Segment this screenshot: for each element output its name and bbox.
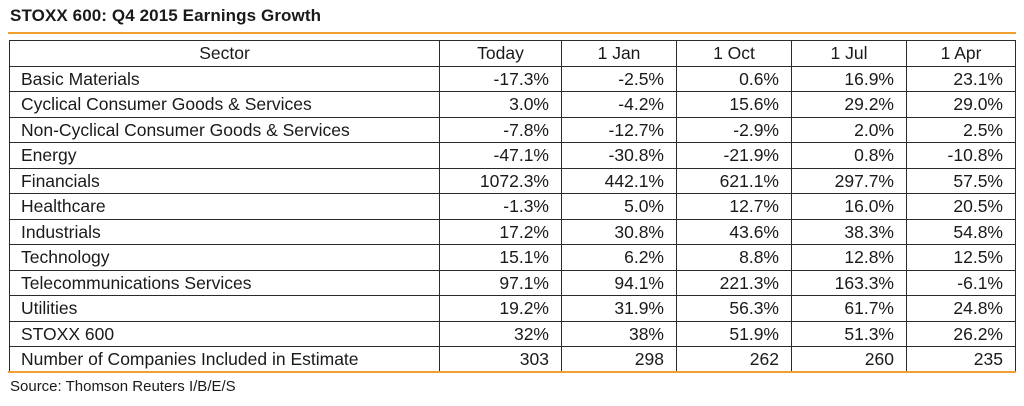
value-cell: 29.0%	[906, 91, 1016, 118]
value-cell: 32%	[439, 320, 562, 347]
column-header-today: Today	[439, 40, 562, 67]
sector-cell: Healthcare	[9, 193, 440, 220]
value-cell: -30.8%	[561, 142, 677, 169]
sector-cell: Number of Companies Included in Estimate	[9, 346, 440, 373]
value-cell: 43.6%	[676, 218, 792, 245]
sector-cell: Financials	[9, 167, 440, 194]
value-cell: 94.1%	[561, 269, 677, 296]
value-cell: 19.2%	[439, 295, 562, 322]
value-cell: 621.1%	[676, 167, 792, 194]
value-cell: 20.5%	[906, 193, 1016, 220]
value-cell: -2.5%	[561, 65, 677, 92]
value-cell: -47.1%	[439, 142, 562, 169]
value-cell: 26.2%	[906, 320, 1016, 347]
value-cell: -1.3%	[439, 193, 562, 220]
table-row: Industrials 17.2% 30.8% 43.6% 38.3% 54.8%	[9, 218, 1016, 245]
value-cell: 260	[791, 346, 907, 373]
value-cell: 51.9%	[676, 320, 792, 347]
column-header-sector: Sector	[9, 40, 440, 67]
column-header-1-jan: 1 Jan	[561, 40, 677, 67]
value-cell: 2.0%	[791, 116, 907, 143]
value-cell: 442.1%	[561, 167, 677, 194]
value-cell: -2.9%	[676, 116, 792, 143]
value-cell: -17.3%	[439, 65, 562, 92]
value-cell: -6.1%	[906, 269, 1016, 296]
table-row: Technology 15.1% 6.2% 8.8% 12.8% 12.5%	[9, 244, 1016, 271]
value-cell: 16.9%	[791, 65, 907, 92]
value-cell: 57.5%	[906, 167, 1016, 194]
sector-cell: Cyclical Consumer Goods & Services	[9, 91, 440, 118]
value-cell: -4.2%	[561, 91, 677, 118]
sector-cell: Industrials	[9, 218, 440, 245]
table-title: STOXX 600: Q4 2015 Earnings Growth	[10, 6, 322, 25]
value-cell: 12.8%	[791, 244, 907, 271]
sector-cell: STOXX 600	[9, 320, 440, 347]
value-cell: 12.5%	[906, 244, 1016, 271]
sector-cell: Non-Cyclical Consumer Goods & Services	[9, 116, 440, 143]
value-cell: 262	[676, 346, 792, 373]
earnings-growth-table: Sector Today 1 Jan 1 Oct 1 Jul 1 Apr Basic Ma…	[9, 40, 1016, 373]
value-cell: 3.0%	[439, 91, 562, 118]
bottom-accent-rule	[8, 371, 1016, 373]
sector-cell: Utilities	[9, 295, 440, 322]
value-cell: 2.5%	[906, 116, 1016, 143]
column-header-1-apr: 1 Apr	[906, 40, 1016, 67]
value-cell: 56.3%	[676, 295, 792, 322]
header-row: Sector Today 1 Jan 1 Oct 1 Jul 1 Apr	[9, 40, 1016, 67]
value-cell: 30.8%	[561, 218, 677, 245]
value-cell: 221.3%	[676, 269, 792, 296]
value-cell: 17.2%	[439, 218, 562, 245]
value-cell: 31.9%	[561, 295, 677, 322]
value-cell: 0.6%	[676, 65, 792, 92]
table-row: Basic Materials -17.3% -2.5% 0.6% 16.9% 23.1%	[9, 65, 1016, 92]
value-cell: 8.8%	[676, 244, 792, 271]
value-cell: 5.0%	[561, 193, 677, 220]
sector-cell: Basic Materials	[9, 65, 440, 92]
value-cell: 15.1%	[439, 244, 562, 271]
value-cell: 24.8%	[906, 295, 1016, 322]
column-header-1-oct: 1 Oct	[676, 40, 792, 67]
value-cell: 54.8%	[906, 218, 1016, 245]
value-cell: -10.8%	[906, 142, 1016, 169]
table-row: Financials 1072.3% 442.1% 621.1% 297.7% 57.5%	[9, 167, 1016, 194]
value-cell: -21.9%	[676, 142, 792, 169]
table-row: Number of Companies Included in Estimate…	[9, 346, 1016, 373]
table-row: Utilities 19.2% 31.9% 56.3% 61.7% 24.8%	[9, 295, 1016, 322]
value-cell: 15.6%	[676, 91, 792, 118]
sector-cell: Telecommunications Services	[9, 269, 440, 296]
source-note: Source: Thomson Reuters I/B/E/S	[10, 378, 236, 395]
value-cell: 163.3%	[791, 269, 907, 296]
value-cell: 97.1%	[439, 269, 562, 296]
value-cell: 298	[561, 346, 677, 373]
value-cell: 235	[906, 346, 1016, 373]
value-cell: 6.2%	[561, 244, 677, 271]
value-cell: 38%	[561, 320, 677, 347]
table-row: STOXX 600 32% 38% 51.9% 51.3% 26.2%	[9, 320, 1016, 347]
value-cell: 303	[439, 346, 562, 373]
column-header-1-jul: 1 Jul	[791, 40, 907, 67]
value-cell: 38.3%	[791, 218, 907, 245]
table-row: Cyclical Consumer Goods & Services 3.0% -4…	[9, 91, 1016, 118]
value-cell: 0.8%	[791, 142, 907, 169]
value-cell: 16.0%	[791, 193, 907, 220]
value-cell: 23.1%	[906, 65, 1016, 92]
sector-cell: Technology	[9, 244, 440, 271]
value-cell: 1072.3%	[439, 167, 562, 194]
value-cell: -12.7%	[561, 116, 677, 143]
value-cell: -7.8%	[439, 116, 562, 143]
value-cell: 297.7%	[791, 167, 907, 194]
sector-cell: Energy	[9, 142, 440, 169]
table-row: Energy -47.1% -30.8% -21.9% 0.8% -10.8%	[9, 142, 1016, 169]
top-accent-rule	[8, 32, 1016, 34]
value-cell: 29.2%	[791, 91, 907, 118]
table-row: Healthcare -1.3% 5.0% 12.7% 16.0% 20.5%	[9, 193, 1016, 220]
value-cell: 61.7%	[791, 295, 907, 322]
table-row: Non-Cyclical Consumer Goods & Services -7…	[9, 116, 1016, 143]
table-body: Basic Materials -17.3% -2.5% 0.6% 16.9% 23.1%…	[9, 65, 1016, 373]
value-cell: 12.7%	[676, 193, 792, 220]
value-cell: 51.3%	[791, 320, 907, 347]
table-row: Telecommunications Services 97.1% 94.1% 221…	[9, 269, 1016, 296]
